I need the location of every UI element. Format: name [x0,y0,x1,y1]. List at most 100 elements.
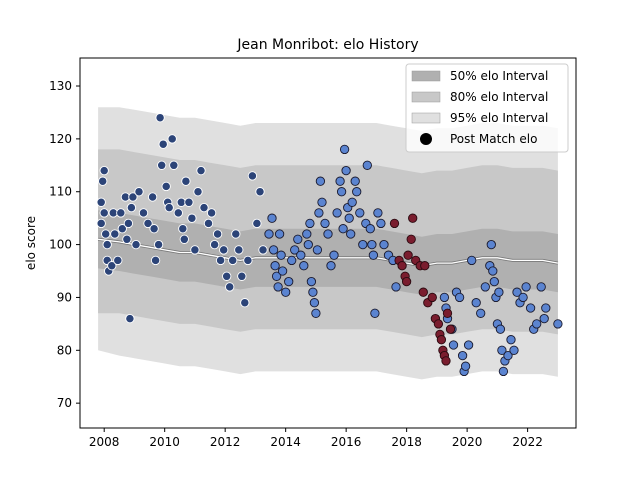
post-match-point [314,208,324,218]
post-match-point [98,176,108,186]
post-match-point [225,282,235,292]
post-match-point [471,298,481,308]
post-match-point [418,287,428,297]
post-match-point [509,345,519,355]
post-match-point [403,250,413,260]
post-match-point [274,229,285,239]
post-match-point [323,229,333,239]
post-match-point [379,239,389,250]
legend-label: 80% elo Interval [450,90,548,104]
x-tick-label: 2012 [210,435,241,449]
post-match-point [341,165,351,176]
x-tick-label: 2008 [89,435,120,449]
post-match-point [445,324,456,334]
post-match-point [271,271,282,281]
post-match-point [454,292,465,303]
post-match-point [315,176,326,186]
post-match-point [107,261,117,271]
post-match-point [553,319,563,329]
post-match-point [355,208,365,218]
post-match-point [433,319,444,329]
post-match-point [281,287,291,297]
post-match-point [255,187,265,197]
post-match-point [222,271,232,281]
post-match-point [101,229,111,239]
post-match-point [427,292,437,303]
post-match-point [344,213,354,223]
post-match-point [306,276,317,287]
post-match-point [287,255,297,266]
legend-marker [420,133,432,145]
post-match-point [179,234,189,244]
post-match-point [495,324,506,334]
post-match-point [362,160,372,170]
post-match-point [215,255,226,266]
post-match-point [309,298,320,308]
x-tick-label: 2018 [391,435,422,449]
post-match-point [190,245,200,255]
post-match-point [441,356,451,366]
post-match-point [96,197,106,207]
post-match-point [273,282,283,292]
post-match-point [176,197,186,207]
legend-swatch [411,112,441,124]
post-match-point [336,187,347,197]
post-match-point [231,229,241,239]
post-match-point [476,308,486,318]
post-match-point [290,245,300,255]
post-match-point [234,245,244,255]
post-match-point [303,239,313,250]
post-match-point [157,160,167,170]
x-tick-label: 2010 [149,435,180,449]
post-match-point [541,303,551,313]
post-match-point [373,208,383,218]
post-match-point [169,160,179,170]
post-match-point [463,340,474,350]
post-match-point [498,366,509,377]
post-match-point [302,229,312,239]
x-axis-ticks: 2008 2010 2012 2014 2016 2018 2020 2022 [89,428,543,449]
post-match-point [247,171,258,181]
post-match-point [196,165,206,176]
post-match-point [161,181,171,192]
post-match-point [532,319,542,329]
legend-box [405,63,569,153]
post-match-point [258,245,268,255]
post-match-point [150,255,161,266]
post-match-point [276,250,286,260]
post-match-point [184,197,194,207]
post-match-point [497,345,507,355]
post-match-point [219,245,229,255]
post-match-point [308,287,318,297]
chart-title: Jean Monribot: elo History [236,37,418,53]
post-match-point [134,187,144,197]
post-match-point [126,202,137,213]
post-match-point [167,134,177,144]
post-match-point [228,255,238,266]
post-match-point [240,298,250,308]
post-match-point [389,218,400,229]
y-tick-label: 120 [49,132,72,146]
post-match-point [406,234,416,244]
post-match-point [305,218,315,229]
post-match-point [436,335,447,345]
post-match-point [131,239,141,250]
post-match-point [267,213,277,223]
y-axis-ticks: 70 80 90 100 110 120 130 [49,79,80,410]
post-match-point [110,229,120,239]
post-match-point [212,229,223,239]
y-axis-label: elo score [24,216,38,270]
post-match-point [494,287,504,297]
post-match-point [326,261,336,271]
legend: 50% elo Interval 80% elo Interval 95% elo … [405,63,569,153]
post-match-point [193,187,203,197]
post-match-point [199,202,209,213]
post-match-point [153,239,164,250]
legend-label: 50% elo Interval [450,69,548,83]
post-match-point [311,308,321,318]
post-match-point [143,218,153,229]
post-match-point [158,139,168,149]
post-match-point [128,192,138,202]
